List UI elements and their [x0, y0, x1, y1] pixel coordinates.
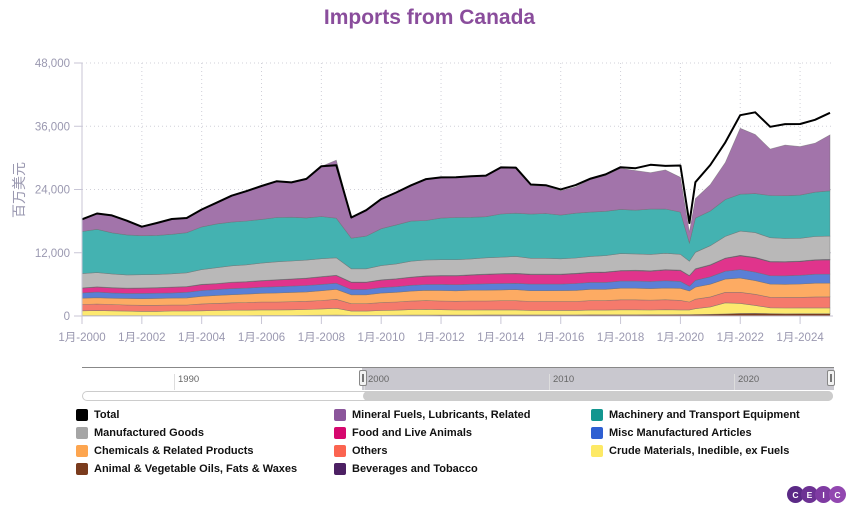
legend-item-animal-veg-oils[interactable]: Animal & Vegetable Oils, Fats & Waxes — [76, 463, 297, 475]
x-tick-label: 1月-2002 — [118, 332, 165, 344]
legend-swatch — [591, 409, 603, 421]
x-tick-label: 1月-2000 — [58, 332, 105, 344]
legend-swatch — [76, 463, 88, 475]
x-tick-label: 1月-2014 — [477, 332, 525, 344]
logo-letter: E — [801, 486, 818, 503]
legend-label: Manufactured Goods — [94, 427, 205, 439]
x-tick-label: 1月-2006 — [238, 332, 285, 344]
legend-label: Mineral Fuels, Lubricants, Related — [352, 409, 531, 421]
chart-title: Imports from Canada — [323, 6, 536, 29]
stacked-areas — [81, 127, 831, 317]
ceic-logo: C E I C — [787, 486, 846, 503]
legend-item-food[interactable]: Food and Live Animals — [334, 427, 472, 439]
logo-letter: C — [829, 486, 846, 503]
y-tick-label: 24,000 — [35, 185, 70, 197]
legend-swatch — [76, 427, 88, 439]
y-tick-label: 0 — [64, 311, 70, 323]
logo-letter: C — [787, 486, 804, 503]
legend-item-machinery[interactable]: Machinery and Transport Equipment — [591, 409, 800, 421]
series-total-line[interactable] — [81, 111, 831, 228]
x-tick-label: 1月-2020 — [657, 332, 704, 344]
x-tick-label: 1月-2012 — [417, 332, 464, 344]
x-tick-label: 1月-2022 — [717, 332, 764, 344]
navigator-year-1990: 1990 — [174, 374, 199, 390]
x-tick-label: 1月-2004 — [178, 332, 226, 344]
legend-label: Crude Materials, Inedible, ex Fuels — [609, 445, 790, 457]
chart-plot: 0 12,000 24,000 36,000 48,000 1月-2000 1月-2002 1… — [12, 58, 833, 344]
legend-swatch — [591, 445, 603, 457]
navigator-selection[interactable] — [362, 368, 834, 390]
logo-letter: I — [815, 486, 832, 503]
scrollbar[interactable] — [82, 391, 833, 401]
legend-swatch — [76, 445, 88, 457]
navigator-left-handle[interactable] — [359, 370, 367, 386]
legend-label: Others — [352, 445, 388, 457]
legend-item-total[interactable]: Total — [76, 409, 119, 421]
scrollbar-thumb[interactable] — [363, 391, 833, 401]
axes: 0 12,000 24,000 36,000 48,000 1月-2000 1月-2002 1… — [35, 58, 833, 344]
legend-label: Beverages and Tobacco — [352, 463, 478, 475]
legend-label: Animal & Vegetable Oils, Fats & Waxes — [94, 463, 298, 475]
x-tick-label: 1月-2024 — [776, 332, 824, 344]
x-tick-label: 1月-2018 — [597, 332, 644, 344]
navigator-right-handle[interactable] — [827, 370, 835, 386]
legend-swatch — [334, 463, 346, 475]
legend-swatch — [334, 409, 346, 421]
navigator-year-2020: 2020 — [734, 374, 759, 390]
legend-item-chemicals[interactable]: Chemicals & Related Products — [76, 445, 254, 457]
x-tick-label: 1月-2016 — [537, 332, 584, 344]
navigator-year-2000: 2000 — [364, 374, 389, 390]
range-navigator[interactable]: 1990 2000 2010 2020 — [82, 367, 835, 390]
y-tick-label: 36,000 — [35, 121, 70, 133]
legend-label: Total — [94, 409, 120, 421]
y-axis-label: 百万美元 — [12, 162, 28, 218]
legend-swatch — [591, 427, 603, 439]
legend-item-manufactured-goods[interactable]: Manufactured Goods — [76, 427, 204, 439]
legend-swatch — [334, 445, 346, 457]
legend-label: Machinery and Transport Equipment — [609, 409, 800, 421]
legend-swatch — [334, 427, 346, 439]
y-tick-label: 12,000 — [35, 248, 70, 260]
legend-item-misc-manufactured[interactable]: Misc Manufactured Articles — [591, 427, 752, 439]
x-tick-label: 1月-2010 — [358, 332, 405, 344]
legend-item-mineral-fuels[interactable]: Mineral Fuels, Lubricants, Related — [334, 409, 531, 421]
x-tick-label: 1月-2008 — [298, 332, 345, 344]
navigator-year-2010: 2010 — [549, 374, 574, 390]
legend-item-others[interactable]: Others — [334, 445, 387, 457]
legend-label: Misc Manufactured Articles — [609, 427, 752, 439]
legend-label: Chemicals & Related Products — [94, 445, 254, 457]
total-line-group — [81, 111, 831, 228]
legend-item-beverages-tobacco[interactable]: Beverages and Tobacco — [334, 463, 478, 475]
legend-label: Food and Live Animals — [352, 427, 472, 439]
legend-item-crude-materials[interactable]: Crude Materials, Inedible, ex Fuels — [591, 445, 789, 457]
y-tick-label: 48,000 — [35, 58, 70, 70]
legend-swatch — [76, 409, 88, 421]
